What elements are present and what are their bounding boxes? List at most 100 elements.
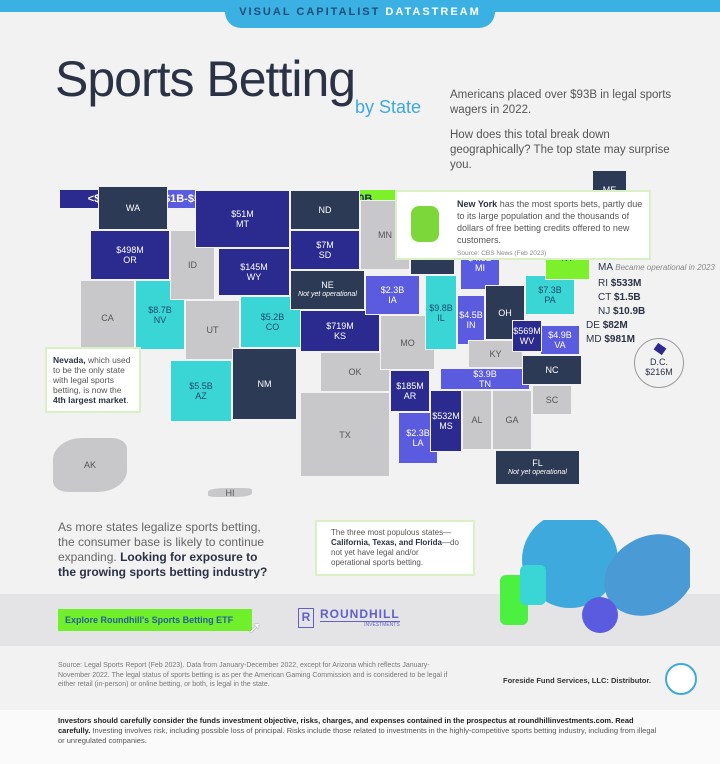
state-nc[interactable]: NC <box>522 355 582 385</box>
state-abbr: FL <box>532 457 543 468</box>
callout-text: has the most sports bets, partly due to … <box>457 199 643 245</box>
dc-shape <box>653 342 667 356</box>
state-co[interactable]: $5.2B CO <box>240 296 305 348</box>
state-tn[interactable]: $3.9B TN <box>440 368 530 390</box>
state-sc[interactable]: SC <box>532 385 572 415</box>
state-abbr: KS <box>333 331 346 341</box>
basketball-icon <box>522 520 618 608</box>
bottom-text-bold: Looking for exposure to the growing spor… <box>58 550 268 579</box>
state-az[interactable]: $5.5B AZ <box>170 360 232 422</box>
state-ca[interactable]: CA <box>80 280 135 355</box>
state-note: Became operational in 2023 <box>615 263 715 272</box>
state-abbr: OR <box>123 255 137 265</box>
state-value: $532M <box>432 411 460 421</box>
state-in[interactable]: $4.5B IN <box>457 295 485 345</box>
nevada-callout: Nevada, which used to be the only state … <box>45 347 141 413</box>
state-pa[interactable]: $7.3B PA <box>525 275 575 315</box>
state-abbr: WA <box>125 203 141 213</box>
callout-text: The three most populous states— <box>331 528 452 537</box>
callout-text: which used to be the only state with leg… <box>53 355 131 395</box>
state-wv[interactable]: $569M WV <box>512 320 542 352</box>
state-abbr: ID <box>188 260 197 270</box>
state-abbr: AK <box>83 460 96 470</box>
bottom-text: As more states legalize sports betting, … <box>58 520 268 580</box>
state-va[interactable]: $4.9B VA <box>540 325 580 355</box>
callout-bold: 4th largest market <box>53 395 127 405</box>
distributor-logo <box>665 663 697 695</box>
tennis-ball-icon <box>582 597 618 633</box>
label-nj: NJ $10.9B <box>598 306 645 317</box>
state-abbr: VA <box>554 340 566 350</box>
dc-label: D.C. <box>650 357 668 367</box>
label-ri: RI $533M <box>598 278 641 289</box>
state-abbr: AZ <box>195 391 207 401</box>
state-value: $5.2B <box>260 312 285 322</box>
state-abbr: TN <box>479 379 491 389</box>
callout-bold: New York <box>457 199 498 209</box>
state-value: $498M <box>116 245 144 255</box>
state-ks[interactable]: $719M KS <box>300 310 380 352</box>
populous-states-callout: The three most populous states—Californi… <box>315 520 475 576</box>
state-or[interactable]: $498M OR <box>90 230 170 280</box>
state-value: $1.5B <box>613 292 641 303</box>
state-abbr: CA <box>101 312 114 323</box>
state-value: $2.3B <box>380 285 405 295</box>
state-ky[interactable]: KY <box>468 340 523 368</box>
state-fl[interactable]: FL Not yet operational <box>495 450 580 485</box>
callout-bold: Nevada, <box>53 355 86 365</box>
state-abbr: SD <box>318 250 332 260</box>
state-abbr: NJ <box>598 306 611 317</box>
state-abbr: IA <box>388 295 397 305</box>
state-value: $7.3B <box>538 285 562 295</box>
explore-etf-button[interactable]: Explore Roundhill's Sports Betting ETF <box>58 609 252 631</box>
state-abbr: RI <box>598 278 608 289</box>
state-value: $10.9B <box>613 306 646 317</box>
state-il[interactable]: $9.8B IL <box>425 275 457 350</box>
state-ne[interactable]: NE Not yet operational <box>290 270 365 310</box>
state-abbr: KY <box>489 349 502 359</box>
state-abbr: UT <box>206 325 219 335</box>
state-value: $9.8B <box>429 302 453 313</box>
state-value: $533M <box>610 278 642 289</box>
source-note: Source: Legal Sports Report (Feb 2023). … <box>58 662 448 688</box>
state-wa[interactable]: WA <box>98 186 168 230</box>
callout-bold: California, Texas, and Florida <box>331 538 442 547</box>
label-de: DE $82M <box>586 320 628 331</box>
intro-paragraph: Americans placed over $93B in legal spor… <box>450 89 672 116</box>
state-abbr: ND <box>318 205 332 215</box>
state-abbr: CT <box>598 292 612 303</box>
distributor-text: Foreside Fund Services, LLC: Distributor… <box>503 676 651 685</box>
state-tx[interactable]: TX <box>300 392 390 477</box>
state-hi[interactable]: HI <box>200 480 260 505</box>
state-nd[interactable]: ND <box>290 190 360 230</box>
state-ok[interactable]: OK <box>320 352 390 392</box>
state-value: $82M <box>602 320 628 331</box>
money-stack-icon <box>411 206 439 242</box>
state-value: $145M <box>240 262 268 272</box>
state-sd[interactable]: $7M SD <box>290 230 360 270</box>
state-value: $4.5B <box>459 310 483 320</box>
state-value: $3.9B <box>473 369 497 379</box>
football-icon <box>604 534 690 616</box>
state-note: Not yet operational <box>508 468 567 476</box>
state-wy[interactable]: $145M WY <box>218 248 290 296</box>
roundhill-logo[interactable]: R ROUNDHILL INVESTMENTS <box>298 607 400 628</box>
state-ut[interactable]: UT <box>185 300 240 360</box>
state-nm[interactable]: NM <box>232 348 297 420</box>
state-value: $7M <box>316 240 334 250</box>
state-abbr: LA <box>412 438 424 448</box>
state-abbr: DE <box>586 320 600 331</box>
state-ak[interactable]: AK <box>45 430 135 500</box>
state-ia[interactable]: $2.3B IA <box>365 275 420 315</box>
state-mt[interactable]: $51M MT <box>195 190 290 248</box>
label-md: MD $981M <box>586 334 635 345</box>
state-abbr: NM <box>257 379 272 389</box>
state-al[interactable]: AL <box>462 390 492 450</box>
state-ga[interactable]: GA <box>492 390 532 450</box>
state-value: $4.9B <box>548 330 572 340</box>
state-value: $5.5B <box>189 381 213 391</box>
intro-text: Americans placed over $93B in legal spor… <box>450 88 680 183</box>
state-ar[interactable]: $185M AR <box>390 370 430 412</box>
state-ms[interactable]: $532M MS <box>430 390 462 452</box>
state-value: $981M <box>604 334 635 345</box>
